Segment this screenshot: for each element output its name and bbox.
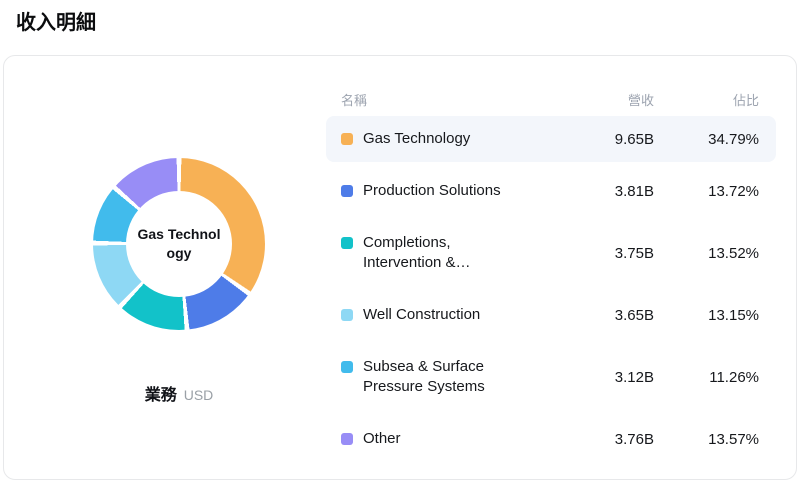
series-name: Other [363, 430, 401, 447]
table-row[interactable]: Other 3.76B 13.57% [326, 416, 776, 462]
chart-caption-unit: USD [183, 387, 214, 403]
donut-ring[interactable]: Gas Technology [93, 158, 265, 330]
series-color-swatch [341, 237, 353, 249]
series-share: 13.52% [708, 244, 759, 262]
series-color-swatch [341, 309, 353, 321]
donut-chart[interactable]: Gas Technology [93, 158, 265, 330]
series-name: Completions, Intervention &… [363, 234, 471, 271]
series-color-swatch [341, 133, 353, 145]
chart-caption: 業務 USD [89, 381, 269, 405]
page-title: 收入明細 [16, 12, 96, 34]
donut-center-label: Gas Technology [137, 226, 221, 261]
series-share: 11.26% [709, 368, 759, 386]
revenue-card: Gas Technology 業務 USD 名稱 營收 佔比 Gas Techno… [3, 55, 797, 480]
series-name: Well Construction [363, 306, 481, 323]
series-revenue: 3.75B [614, 244, 654, 262]
series-share: 13.72% [708, 182, 759, 200]
series-revenue: 9.65B [614, 130, 654, 148]
series-revenue: 3.65B [614, 306, 654, 324]
series-share: 13.57% [708, 430, 759, 448]
table-header-name: 名稱 [341, 92, 368, 108]
series-revenue: 3.81B [614, 182, 654, 200]
series-name-cell: Gas Technology [341, 129, 559, 149]
series-name: Gas Technology [363, 130, 471, 147]
series-name-cell: Other [341, 429, 559, 449]
table-header-revenue: 營收 [627, 92, 654, 108]
series-share: 34.79% [708, 130, 759, 148]
series-name-cell: Well Construction [341, 305, 559, 325]
table-row[interactable]: Completions, Intervention &… 3.75B 13.52% [326, 220, 776, 286]
series-name-cell: Completions, Intervention &… [341, 233, 559, 273]
series-color-swatch [341, 185, 353, 197]
table-header-share: 佔比 [732, 92, 759, 108]
table-row[interactable]: Production Solutions 3.81B 13.72% [326, 168, 776, 214]
series-share: 13.15% [708, 306, 759, 324]
series-revenue: 3.12B [614, 368, 654, 386]
donut-hole: Gas Technology [126, 191, 232, 297]
series-name: Subsea & Surface Pressure Systems [363, 358, 485, 395]
chart-caption-label: 業務 [144, 387, 177, 404]
table-row[interactable]: Well Construction 3.65B 13.15% [326, 292, 776, 338]
series-revenue: 3.76B [614, 430, 654, 448]
series-name-cell: Production Solutions [341, 181, 559, 201]
series-name: Production Solutions [363, 182, 501, 199]
table-row[interactable]: Subsea & Surface Pressure Systems 3.12B 11… [326, 344, 776, 410]
series-color-swatch [341, 361, 353, 373]
table-header-row: 名稱 營收 佔比 [326, 86, 776, 112]
table-body: Gas Technology 9.65B 34.79% Production Solu… [326, 116, 776, 462]
table-row[interactable]: Gas Technology 9.65B 34.79% [326, 116, 776, 162]
revenue-table: 名稱 營收 佔比 Gas Technology 9.65B 34.79% Produc… [326, 86, 776, 468]
series-name-cell: Subsea & Surface Pressure Systems [341, 357, 559, 397]
series-color-swatch [341, 433, 353, 445]
